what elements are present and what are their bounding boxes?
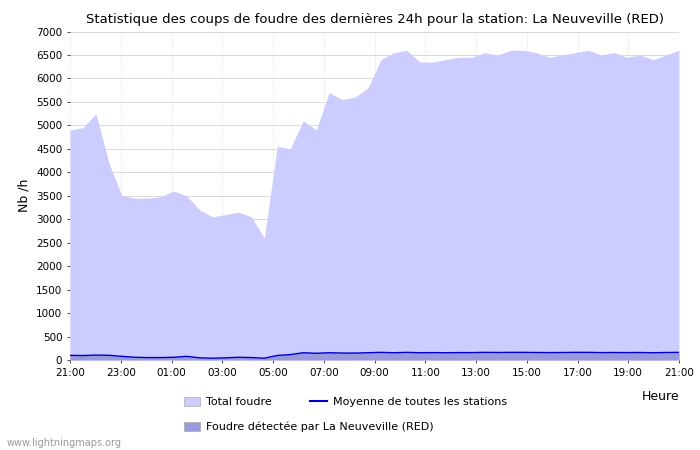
Text: www.lightningmaps.org: www.lightningmaps.org	[7, 438, 122, 448]
Legend: Foudre détectée par La Neuveville (RED): Foudre détectée par La Neuveville (RED)	[179, 417, 438, 436]
Y-axis label: Nb /h: Nb /h	[18, 179, 31, 212]
Title: Statistique des coups de foudre des dernières 24h pour la station: La Neuveville: Statistique des coups de foudre des dern…	[85, 13, 664, 26]
Text: Heure: Heure	[641, 390, 679, 403]
